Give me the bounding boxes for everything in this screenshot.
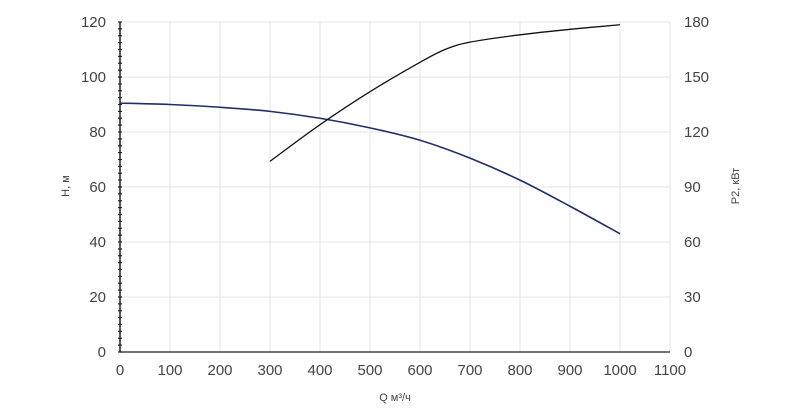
y-left-tick-label: 100 <box>81 69 106 86</box>
y-right-tick-label: 150 <box>684 69 709 86</box>
y-right-tick-label: 90 <box>684 179 701 196</box>
axes <box>118 21 670 353</box>
x-tick-label: 300 <box>257 362 282 379</box>
y-right-tick-label: 120 <box>684 124 709 141</box>
y-left-tick-label: 40 <box>89 234 106 251</box>
y-left-tick-label: 80 <box>89 124 106 141</box>
x-tick-label: 600 <box>407 362 432 379</box>
x-tick-label: 500 <box>357 362 382 379</box>
x-tick-label: 900 <box>557 362 582 379</box>
y-left-tick-label: 120 <box>81 14 106 31</box>
x-tick-label: 200 <box>207 362 232 379</box>
x-tick-label: 1000 <box>603 362 636 379</box>
head-curve-line <box>119 102 621 235</box>
x-tick-label: 400 <box>307 362 332 379</box>
x-axis-title: Q м³/ч <box>379 392 411 404</box>
x-tick-label: 700 <box>457 362 482 379</box>
x-tick-label: 800 <box>507 362 532 379</box>
x-tick-label: 1100 <box>654 362 686 379</box>
y-right-tick-label: 180 <box>684 14 709 31</box>
grid-lines <box>120 21 671 352</box>
y-right-tick-label: 0 <box>684 344 692 361</box>
y-right-axis-title: P2, кВт <box>730 168 742 204</box>
power-curve-line <box>269 24 621 162</box>
x-tick-label: 100 <box>157 362 182 379</box>
y-left-tick-label: 20 <box>89 289 106 306</box>
y-left-axis-title: H, м <box>60 175 72 197</box>
data-series <box>119 24 621 235</box>
y-left-tick-label: 60 <box>89 179 106 196</box>
y-left-tick-label: 0 <box>98 344 106 361</box>
y-right-tick-label: 60 <box>684 234 701 251</box>
x-tick-label: 0 <box>116 362 124 379</box>
tick-labels: 0 100 200 300 400 500 600 700 800 900 1000 11000204… <box>81 14 709 379</box>
y-right-tick-label: 30 <box>684 289 701 306</box>
